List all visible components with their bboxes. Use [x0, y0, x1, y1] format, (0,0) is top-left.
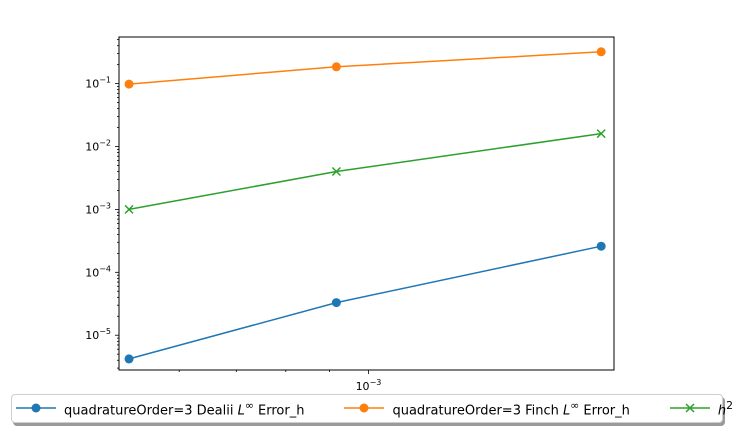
series-0-point-0: [124, 354, 134, 364]
series-1-point-1: [331, 62, 341, 72]
legend: quadratureOrder=3 Dealii L∞ Error_h quad…: [11, 394, 733, 423]
series-line-2: [128, 132, 602, 211]
legend-label-h2: h2: [717, 398, 733, 419]
series-line-1: [128, 51, 602, 85]
series-1-point-2: [596, 47, 606, 57]
legend-marker-h2: [669, 403, 710, 414]
x-tick-label-0: 10−3: [356, 378, 382, 393]
legend-label-dealii: quadratureOrder=3 Dealii L∞ Error_h: [64, 398, 305, 419]
y-tick-label-2: 10−3: [85, 201, 111, 216]
series-0-point-2: [596, 241, 606, 251]
legend-marker-finch: [344, 403, 385, 413]
series-2-point-2: [596, 129, 606, 139]
legend-item-dealii: quadratureOrder=3 Dealii L∞ Error_h: [16, 399, 304, 418]
y-tick-label-4: 10−1: [85, 76, 111, 91]
series-2-point-0: [124, 204, 134, 214]
legend-item-finch: quadratureOrder=3 Finch L∞ Error_h: [344, 398, 630, 419]
y-tick-label-0: 10−5: [85, 327, 111, 342]
legend-marker-dealii: [16, 403, 56, 413]
series-0-point-1: [331, 298, 341, 308]
legend-label-finch: quadratureOrder=3 Finch L∞ Error_h: [392, 398, 630, 419]
series-line-0: [128, 245, 602, 360]
series-2-point-1: [331, 166, 341, 177]
plot-area: 10−5 10−4 10−3 10−2 10−1 10−3: [85, 36, 615, 393]
axes-frame: [118, 36, 615, 371]
series-1-point-0: [124, 79, 134, 89]
legend-item-h2: h2: [669, 398, 733, 419]
y-tick-label-3: 10−2: [85, 138, 111, 153]
y-tick-label-1: 10−4: [85, 264, 111, 279]
